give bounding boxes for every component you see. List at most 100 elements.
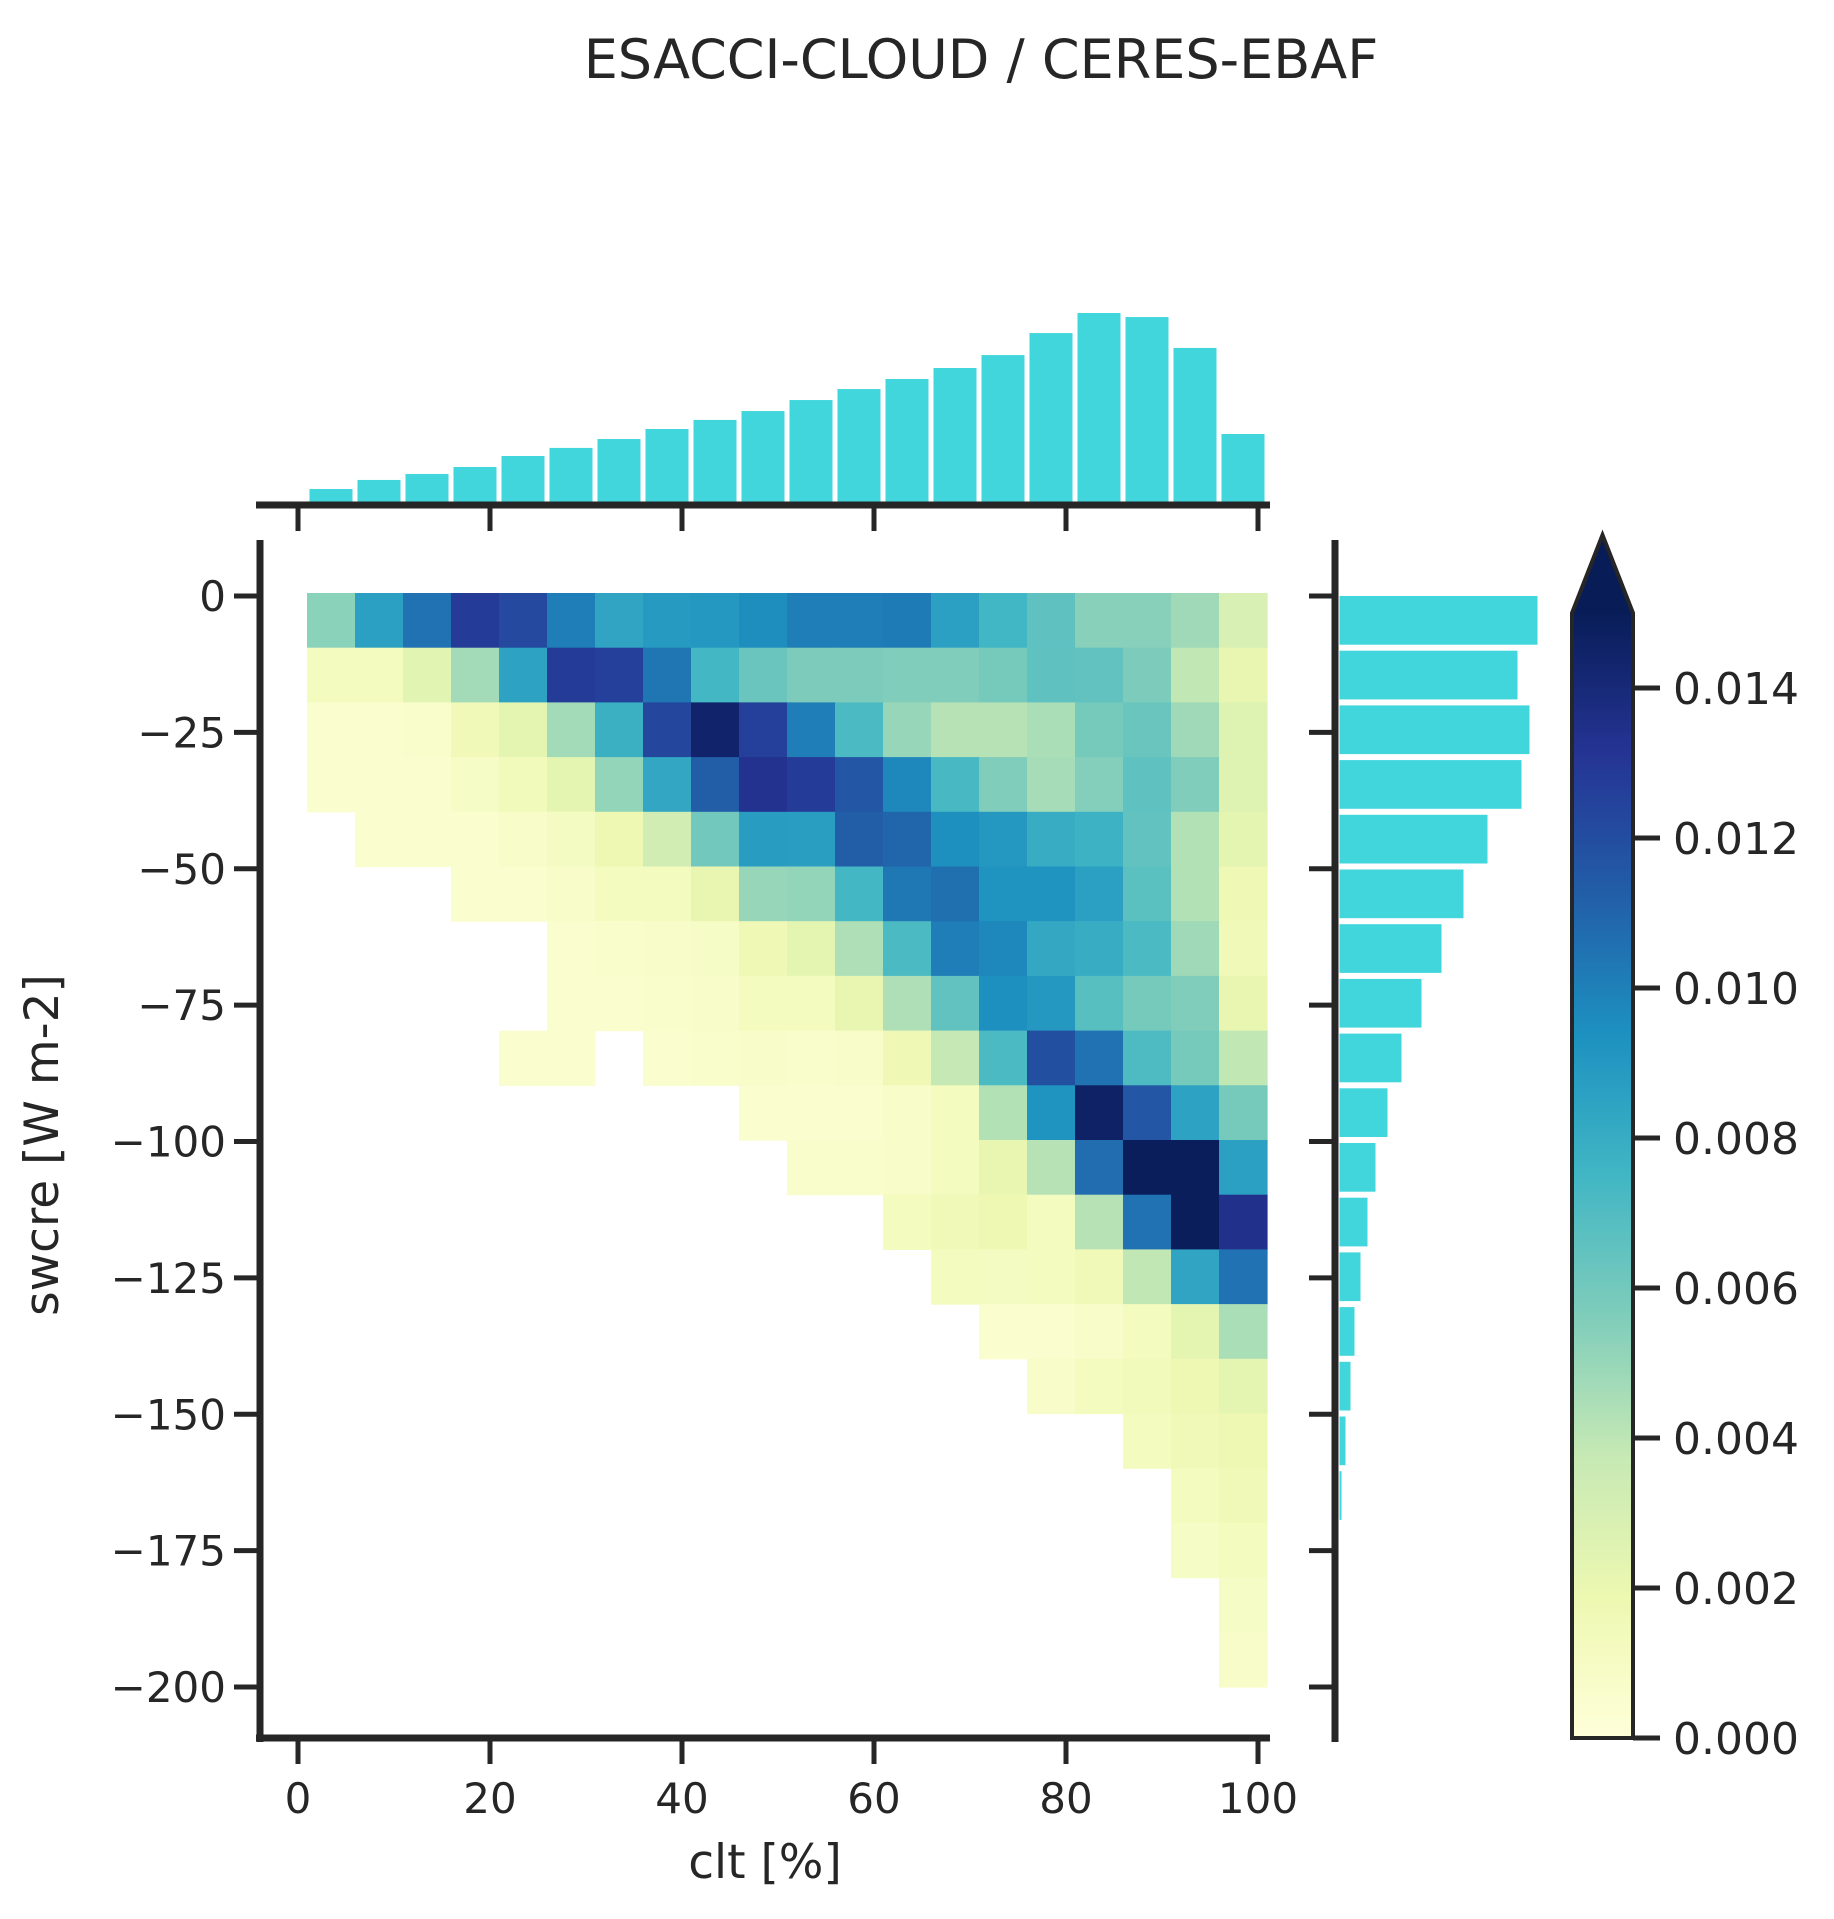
heatmap-cell (1219, 811, 1268, 868)
heatmap-cell (835, 1140, 884, 1196)
heatmap-cell (1123, 593, 1172, 649)
heatmap-cell (1171, 593, 1220, 649)
top-hist-bar (835, 387, 883, 506)
y-tick-label: 0 (199, 572, 226, 621)
top-hist-bar (1027, 331, 1075, 506)
heatmap-cell (307, 702, 356, 758)
y-tick-label: −125 (111, 1254, 226, 1303)
x-tick-label: 60 (847, 1774, 900, 1823)
colorbar-tick-label: 0.002 (1673, 1564, 1799, 1615)
heatmap-cell (931, 975, 980, 1032)
heatmap-cell (595, 811, 644, 868)
heatmap-cell (1027, 975, 1076, 1032)
heatmap-cell (931, 1140, 980, 1196)
heatmap-cell (451, 811, 500, 868)
heatmap-cell (883, 811, 932, 868)
heatmap-cell (1171, 1140, 1220, 1196)
heatmap (307, 593, 1268, 1688)
heatmap-cell (595, 757, 644, 813)
right-hist-bar (1337, 1633, 1340, 1687)
heatmap-cell (787, 921, 836, 977)
heatmap-cell (1075, 1304, 1124, 1360)
heatmap-cell (931, 811, 980, 868)
x-tick-label: 100 (1218, 1774, 1298, 1823)
heatmap-cell (739, 921, 788, 977)
heatmap-cell (307, 757, 356, 813)
heatmap-cell (547, 975, 596, 1032)
heatmap-cell (1027, 921, 1076, 977)
heatmap-cell (1123, 975, 1172, 1032)
heatmap-cell (1027, 811, 1076, 868)
right-hist-bar (1337, 1523, 1342, 1577)
heatmap-cell (739, 1030, 788, 1086)
heatmap-cell (1171, 921, 1220, 977)
heatmap-cell (1219, 1085, 1268, 1141)
heatmap-cell (979, 1249, 1028, 1305)
heatmap-cell (547, 866, 596, 922)
heatmap-cell (979, 1085, 1028, 1141)
heatmap-cell (1075, 647, 1124, 703)
heatmap-cell (1027, 1085, 1076, 1141)
heatmap-cell (883, 1140, 932, 1196)
y-tick-label: −200 (111, 1663, 226, 1712)
heatmap-cell (403, 757, 452, 813)
heatmap-cell (1027, 1140, 1076, 1196)
top-hist-bar (595, 437, 643, 506)
heatmap-cell (355, 757, 404, 813)
heatmap-cell (643, 866, 692, 922)
top-hist-bar (1171, 345, 1219, 507)
chart-title: ESACCI-CLOUD / CERES-EBAF (584, 28, 1379, 91)
heatmap-cell (739, 593, 788, 649)
heatmap-cell (643, 593, 692, 649)
colorbar-tick-label: 0.008 (1673, 1114, 1799, 1165)
heatmap-cell (1123, 1140, 1172, 1196)
heatmap-cell (499, 757, 548, 813)
colorbar: 0.000 0.002 0.004 0.006 0.008 0.010 0.012 0.014 (1570, 529, 1799, 1765)
heatmap-cell (595, 647, 644, 703)
heatmap-cell (1171, 811, 1220, 868)
heatmap-cell (1219, 647, 1268, 703)
right-hist-bar (1337, 1031, 1404, 1085)
heatmap-cell (739, 975, 788, 1032)
heatmap-cell (1219, 1358, 1268, 1415)
heatmap-cell (883, 647, 932, 703)
heatmap-cell (1123, 647, 1172, 703)
top-hist-bar (979, 353, 1027, 506)
heatmap-cell (499, 702, 548, 758)
heatmap-cell (691, 757, 740, 813)
right-hist-bar (1337, 648, 1520, 702)
heatmap-cell (1219, 1577, 1268, 1633)
heatmap-cell (835, 1085, 884, 1141)
heatmap-cell (403, 811, 452, 868)
colorbar-extend-arrow (1572, 535, 1633, 613)
heatmap-cell (1219, 1304, 1268, 1360)
right-hist-bar (1337, 1141, 1378, 1194)
heatmap-cell (1171, 1030, 1220, 1086)
heatmap-cell (547, 1030, 596, 1086)
heatmap-cell (883, 1194, 932, 1250)
heatmap-cell (1171, 1249, 1220, 1305)
heatmap-cell (739, 811, 788, 868)
heatmap-cell (979, 1304, 1028, 1360)
top-hist-bar (355, 477, 403, 507)
heatmap-cell (979, 975, 1028, 1032)
heatmap-cell (1027, 1304, 1076, 1360)
top-marginal-histogram (256, 311, 1270, 531)
heatmap-cell (835, 1030, 884, 1086)
heatmap-cell (1219, 975, 1268, 1032)
heatmap-cell (1075, 1249, 1124, 1305)
heatmap-cell (835, 921, 884, 977)
y-tick-label: −75 (137, 981, 226, 1030)
heatmap-cell (787, 593, 836, 649)
heatmap-cell (1171, 1358, 1220, 1415)
heatmap-cell (931, 1249, 980, 1305)
heatmap-cell (1027, 1030, 1076, 1086)
heatmap-cell (979, 1194, 1028, 1250)
heatmap-cell (691, 702, 740, 758)
top-hist-bar (1123, 315, 1171, 507)
heatmap-cell (883, 702, 932, 758)
heatmap-cell (1075, 975, 1124, 1032)
heatmap-cell (451, 647, 500, 703)
top-hist-bar (1075, 311, 1123, 506)
heatmap-cell (883, 757, 932, 813)
